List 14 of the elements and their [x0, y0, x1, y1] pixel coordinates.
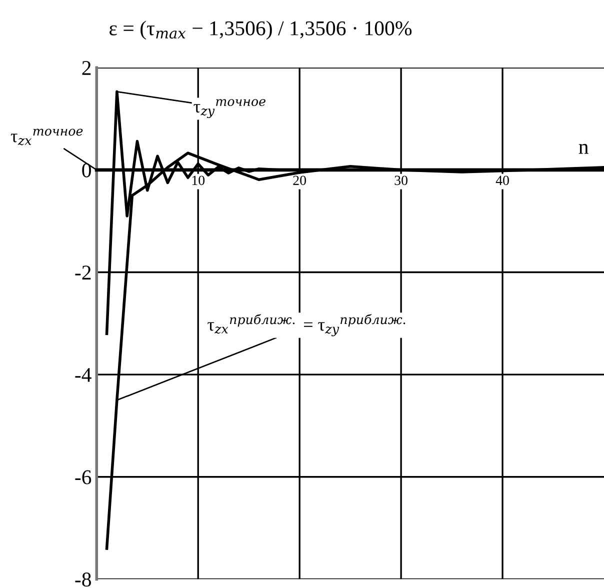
y-tick-label: -4 [75, 368, 92, 382]
x-axis-title: n [578, 144, 588, 154]
y-tick-label: -8 [75, 572, 91, 587]
x-tick-label: 20 [293, 176, 306, 186]
annotation: τ$_{zy}$$^{точное}$ [194, 99, 266, 118]
chart-title: ε = (τ$_{max}$ − 1,3506) / 1,3506 · 100% [110, 20, 412, 40]
y-tick-label: 2 [82, 61, 91, 75]
y-tick-label: -2 [75, 266, 91, 280]
annotation: τ$_{zx}$$^{приближ.}$ = τ$_{zy}$$^{приближ.}$ [208, 314, 406, 336]
x-tick-label: 40 [496, 176, 509, 186]
y-tick-label: -6 [75, 470, 92, 484]
x-tick-label: 10 [192, 176, 205, 186]
text: τ$_{zx}$$^{точное}$ [10, 128, 83, 146]
x-tick-label: 30 [394, 176, 408, 186]
